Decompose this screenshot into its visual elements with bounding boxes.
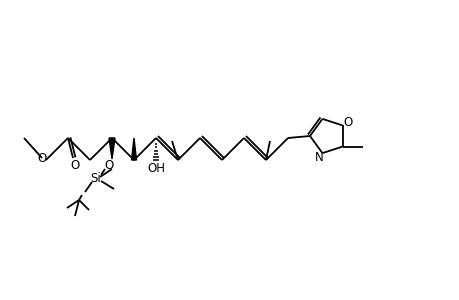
- Text: O: O: [70, 158, 79, 172]
- Text: OH: OH: [147, 161, 165, 175]
- Text: O: O: [37, 152, 46, 164]
- Text: N: N: [314, 151, 323, 164]
- Polygon shape: [131, 138, 136, 160]
- Text: O: O: [104, 158, 113, 172]
- Text: Si: Si: [90, 172, 101, 185]
- Text: O: O: [342, 116, 352, 129]
- Polygon shape: [109, 138, 115, 159]
